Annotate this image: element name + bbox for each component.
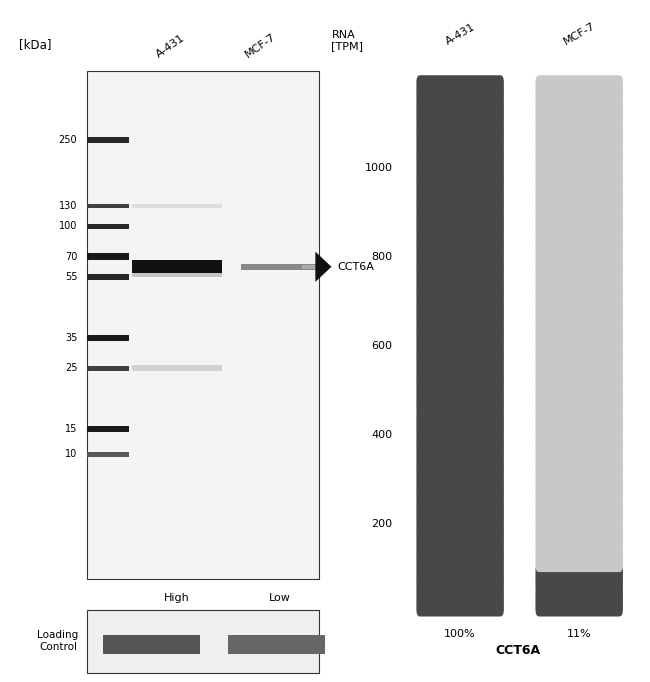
FancyBboxPatch shape xyxy=(417,209,504,239)
FancyBboxPatch shape xyxy=(417,297,504,328)
FancyBboxPatch shape xyxy=(417,186,504,217)
FancyBboxPatch shape xyxy=(536,253,623,283)
Bar xyxy=(132,273,222,278)
Text: 250: 250 xyxy=(58,135,77,145)
Text: A-431: A-431 xyxy=(155,33,187,60)
Bar xyxy=(87,366,129,371)
Bar xyxy=(241,264,318,269)
Text: CCT6A: CCT6A xyxy=(495,644,541,657)
Text: A-431: A-431 xyxy=(443,22,476,46)
FancyBboxPatch shape xyxy=(536,164,623,194)
FancyBboxPatch shape xyxy=(536,364,623,394)
Text: 25: 25 xyxy=(65,364,77,373)
FancyBboxPatch shape xyxy=(417,253,504,283)
FancyBboxPatch shape xyxy=(536,430,623,461)
Text: 10: 10 xyxy=(65,449,77,460)
FancyBboxPatch shape xyxy=(536,142,623,173)
FancyBboxPatch shape xyxy=(536,564,623,594)
Bar xyxy=(103,636,200,654)
FancyBboxPatch shape xyxy=(536,98,623,128)
FancyBboxPatch shape xyxy=(536,320,623,350)
Text: 1000: 1000 xyxy=(365,163,393,173)
Polygon shape xyxy=(315,252,332,282)
FancyBboxPatch shape xyxy=(536,453,623,484)
Text: High: High xyxy=(164,593,190,604)
Bar xyxy=(302,265,318,269)
Text: RNA
[TPM]: RNA [TPM] xyxy=(332,30,363,52)
FancyBboxPatch shape xyxy=(417,164,504,194)
Text: Loading
Control: Loading Control xyxy=(37,630,79,652)
FancyBboxPatch shape xyxy=(417,409,504,439)
FancyBboxPatch shape xyxy=(417,475,504,505)
FancyBboxPatch shape xyxy=(417,98,504,128)
FancyBboxPatch shape xyxy=(417,342,504,372)
Text: 11%: 11% xyxy=(567,629,592,639)
Bar xyxy=(87,137,129,143)
Text: 35: 35 xyxy=(65,333,77,343)
FancyBboxPatch shape xyxy=(417,75,504,106)
Text: 70: 70 xyxy=(65,252,77,262)
FancyBboxPatch shape xyxy=(417,320,504,350)
Text: 600: 600 xyxy=(372,341,393,351)
Bar xyxy=(87,72,318,579)
FancyBboxPatch shape xyxy=(536,275,623,306)
FancyBboxPatch shape xyxy=(417,430,504,461)
FancyBboxPatch shape xyxy=(536,542,623,572)
FancyBboxPatch shape xyxy=(417,364,504,394)
FancyBboxPatch shape xyxy=(417,231,504,261)
FancyBboxPatch shape xyxy=(536,386,623,417)
FancyBboxPatch shape xyxy=(536,75,623,106)
Text: 100: 100 xyxy=(59,221,77,231)
FancyBboxPatch shape xyxy=(417,497,504,528)
Bar xyxy=(132,261,222,273)
FancyBboxPatch shape xyxy=(417,453,504,484)
FancyBboxPatch shape xyxy=(536,186,623,217)
Text: MCF-7: MCF-7 xyxy=(562,20,597,46)
FancyBboxPatch shape xyxy=(417,586,504,617)
FancyBboxPatch shape xyxy=(417,275,504,306)
Text: [kDa]: [kDa] xyxy=(20,38,52,51)
Text: 55: 55 xyxy=(65,272,77,282)
Text: CCT6A: CCT6A xyxy=(338,262,375,271)
Bar xyxy=(132,366,222,371)
Bar xyxy=(87,335,129,341)
Bar xyxy=(87,224,129,228)
Bar xyxy=(87,426,129,432)
Text: MCF-7: MCF-7 xyxy=(244,31,278,60)
Bar xyxy=(87,254,129,260)
FancyBboxPatch shape xyxy=(536,209,623,239)
FancyBboxPatch shape xyxy=(536,297,623,328)
Text: 130: 130 xyxy=(59,201,77,211)
FancyBboxPatch shape xyxy=(536,231,623,261)
FancyBboxPatch shape xyxy=(417,142,504,173)
Bar xyxy=(132,204,222,208)
Text: 400: 400 xyxy=(371,430,393,440)
Bar xyxy=(87,610,318,672)
Bar xyxy=(229,636,325,654)
FancyBboxPatch shape xyxy=(417,386,504,417)
FancyBboxPatch shape xyxy=(536,520,623,550)
FancyBboxPatch shape xyxy=(536,342,623,372)
Text: 100%: 100% xyxy=(445,629,476,639)
Bar xyxy=(87,274,129,280)
FancyBboxPatch shape xyxy=(536,475,623,505)
Text: 15: 15 xyxy=(65,424,77,434)
Text: 200: 200 xyxy=(371,518,393,529)
FancyBboxPatch shape xyxy=(417,520,504,550)
Bar xyxy=(87,204,129,208)
FancyBboxPatch shape xyxy=(536,409,623,439)
FancyBboxPatch shape xyxy=(536,119,623,150)
FancyBboxPatch shape xyxy=(417,119,504,150)
FancyBboxPatch shape xyxy=(417,564,504,594)
FancyBboxPatch shape xyxy=(536,497,623,528)
FancyBboxPatch shape xyxy=(536,586,623,617)
Text: 800: 800 xyxy=(371,252,393,262)
Text: Low: Low xyxy=(269,593,291,604)
FancyBboxPatch shape xyxy=(417,542,504,572)
Bar xyxy=(87,452,129,456)
